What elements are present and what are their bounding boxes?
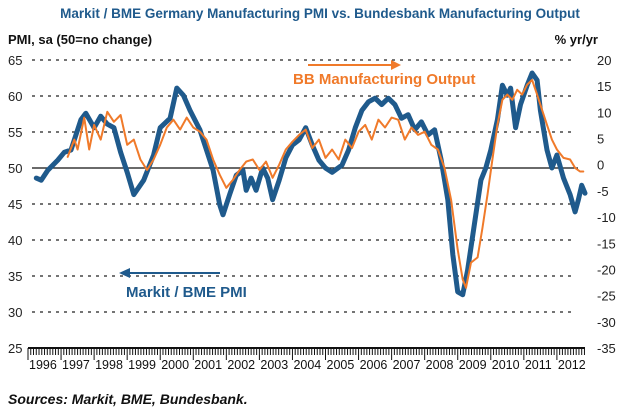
right-tick-label: 5 — [597, 132, 604, 147]
right-tick-label: 10 — [597, 105, 611, 120]
left-tick-label: 35 — [8, 269, 22, 284]
right-tick-label: -35 — [597, 341, 616, 356]
x-tick-label: 2002 — [227, 358, 255, 372]
right-tick-label: -30 — [597, 315, 616, 330]
x-tick-label: 1997 — [62, 358, 90, 372]
right-axis-label: % yr/yr — [554, 32, 598, 47]
series-lines — [33, 70, 588, 298]
pmi-line — [33, 70, 588, 298]
x-tick-label: 2003 — [260, 358, 288, 372]
x-axis: 1996 1997 1998 1999 2000 2001 2002 2003 2004 2005… — [27, 347, 586, 372]
left-tick-label: 50 — [8, 161, 22, 176]
right-tick-label: -25 — [597, 289, 616, 304]
right-arrow-icon — [391, 60, 401, 70]
x-tick-label: 1999 — [128, 358, 156, 372]
annotations: BB Manufacturing Output Markit / BME PMI — [119, 60, 475, 301]
x-tick-label: 1996 — [29, 358, 57, 372]
chart-title: Markit / BME Germany Manufacturing PMI v… — [60, 6, 580, 21]
x-tick-label: 1998 — [95, 358, 123, 372]
left-tick-label: 45 — [8, 197, 22, 212]
left-tick-label: 55 — [8, 125, 22, 140]
right-tick-label: -5 — [597, 184, 609, 199]
right-tick-label: -15 — [597, 236, 616, 251]
x-tick-label: 2011 — [525, 358, 552, 372]
right-tick-label: 15 — [597, 79, 611, 94]
x-tick-label: 2008 — [426, 358, 454, 372]
left-axis-label: PMI, sa (50=no change) — [8, 32, 153, 47]
x-tick-label: 2012 — [558, 358, 586, 372]
x-tick-label: 2007 — [393, 358, 421, 372]
right-axis-ticks: 20 15 10 5 0 -5 -10 -15 -20 -25 -30 -35 — [597, 53, 616, 356]
source-note: Sources: Markit, BME, Bundesbank. — [8, 391, 248, 407]
x-tick-label: 2010 — [492, 358, 520, 372]
left-arrow-icon — [119, 268, 130, 278]
left-tick-label: 30 — [8, 305, 22, 320]
left-tick-label: 65 — [8, 53, 22, 68]
x-tick-label: 2009 — [459, 358, 487, 372]
bb-output-label: BB Manufacturing Output — [293, 71, 475, 88]
right-tick-label: 20 — [597, 53, 611, 68]
x-tick-label: 2005 — [327, 358, 355, 372]
left-tick-label: 25 — [8, 341, 22, 356]
pmi-label: Markit / BME PMI — [126, 284, 247, 301]
right-tick-label: -20 — [597, 262, 616, 277]
right-tick-label: 0 — [597, 158, 604, 173]
x-tick-label: 2001 — [194, 358, 222, 372]
x-tick-label: 2000 — [161, 358, 189, 372]
right-tick-label: -10 — [597, 210, 616, 225]
left-axis-ticks: 65 60 55 50 45 40 35 30 25 — [8, 53, 22, 356]
gridlines — [32, 59, 578, 313]
x-tick-label: 2006 — [360, 358, 388, 372]
left-tick-label: 60 — [8, 89, 22, 104]
bb-output-line — [66, 78, 585, 289]
x-tick-label: 2004 — [293, 358, 321, 372]
left-tick-label: 40 — [8, 233, 22, 248]
